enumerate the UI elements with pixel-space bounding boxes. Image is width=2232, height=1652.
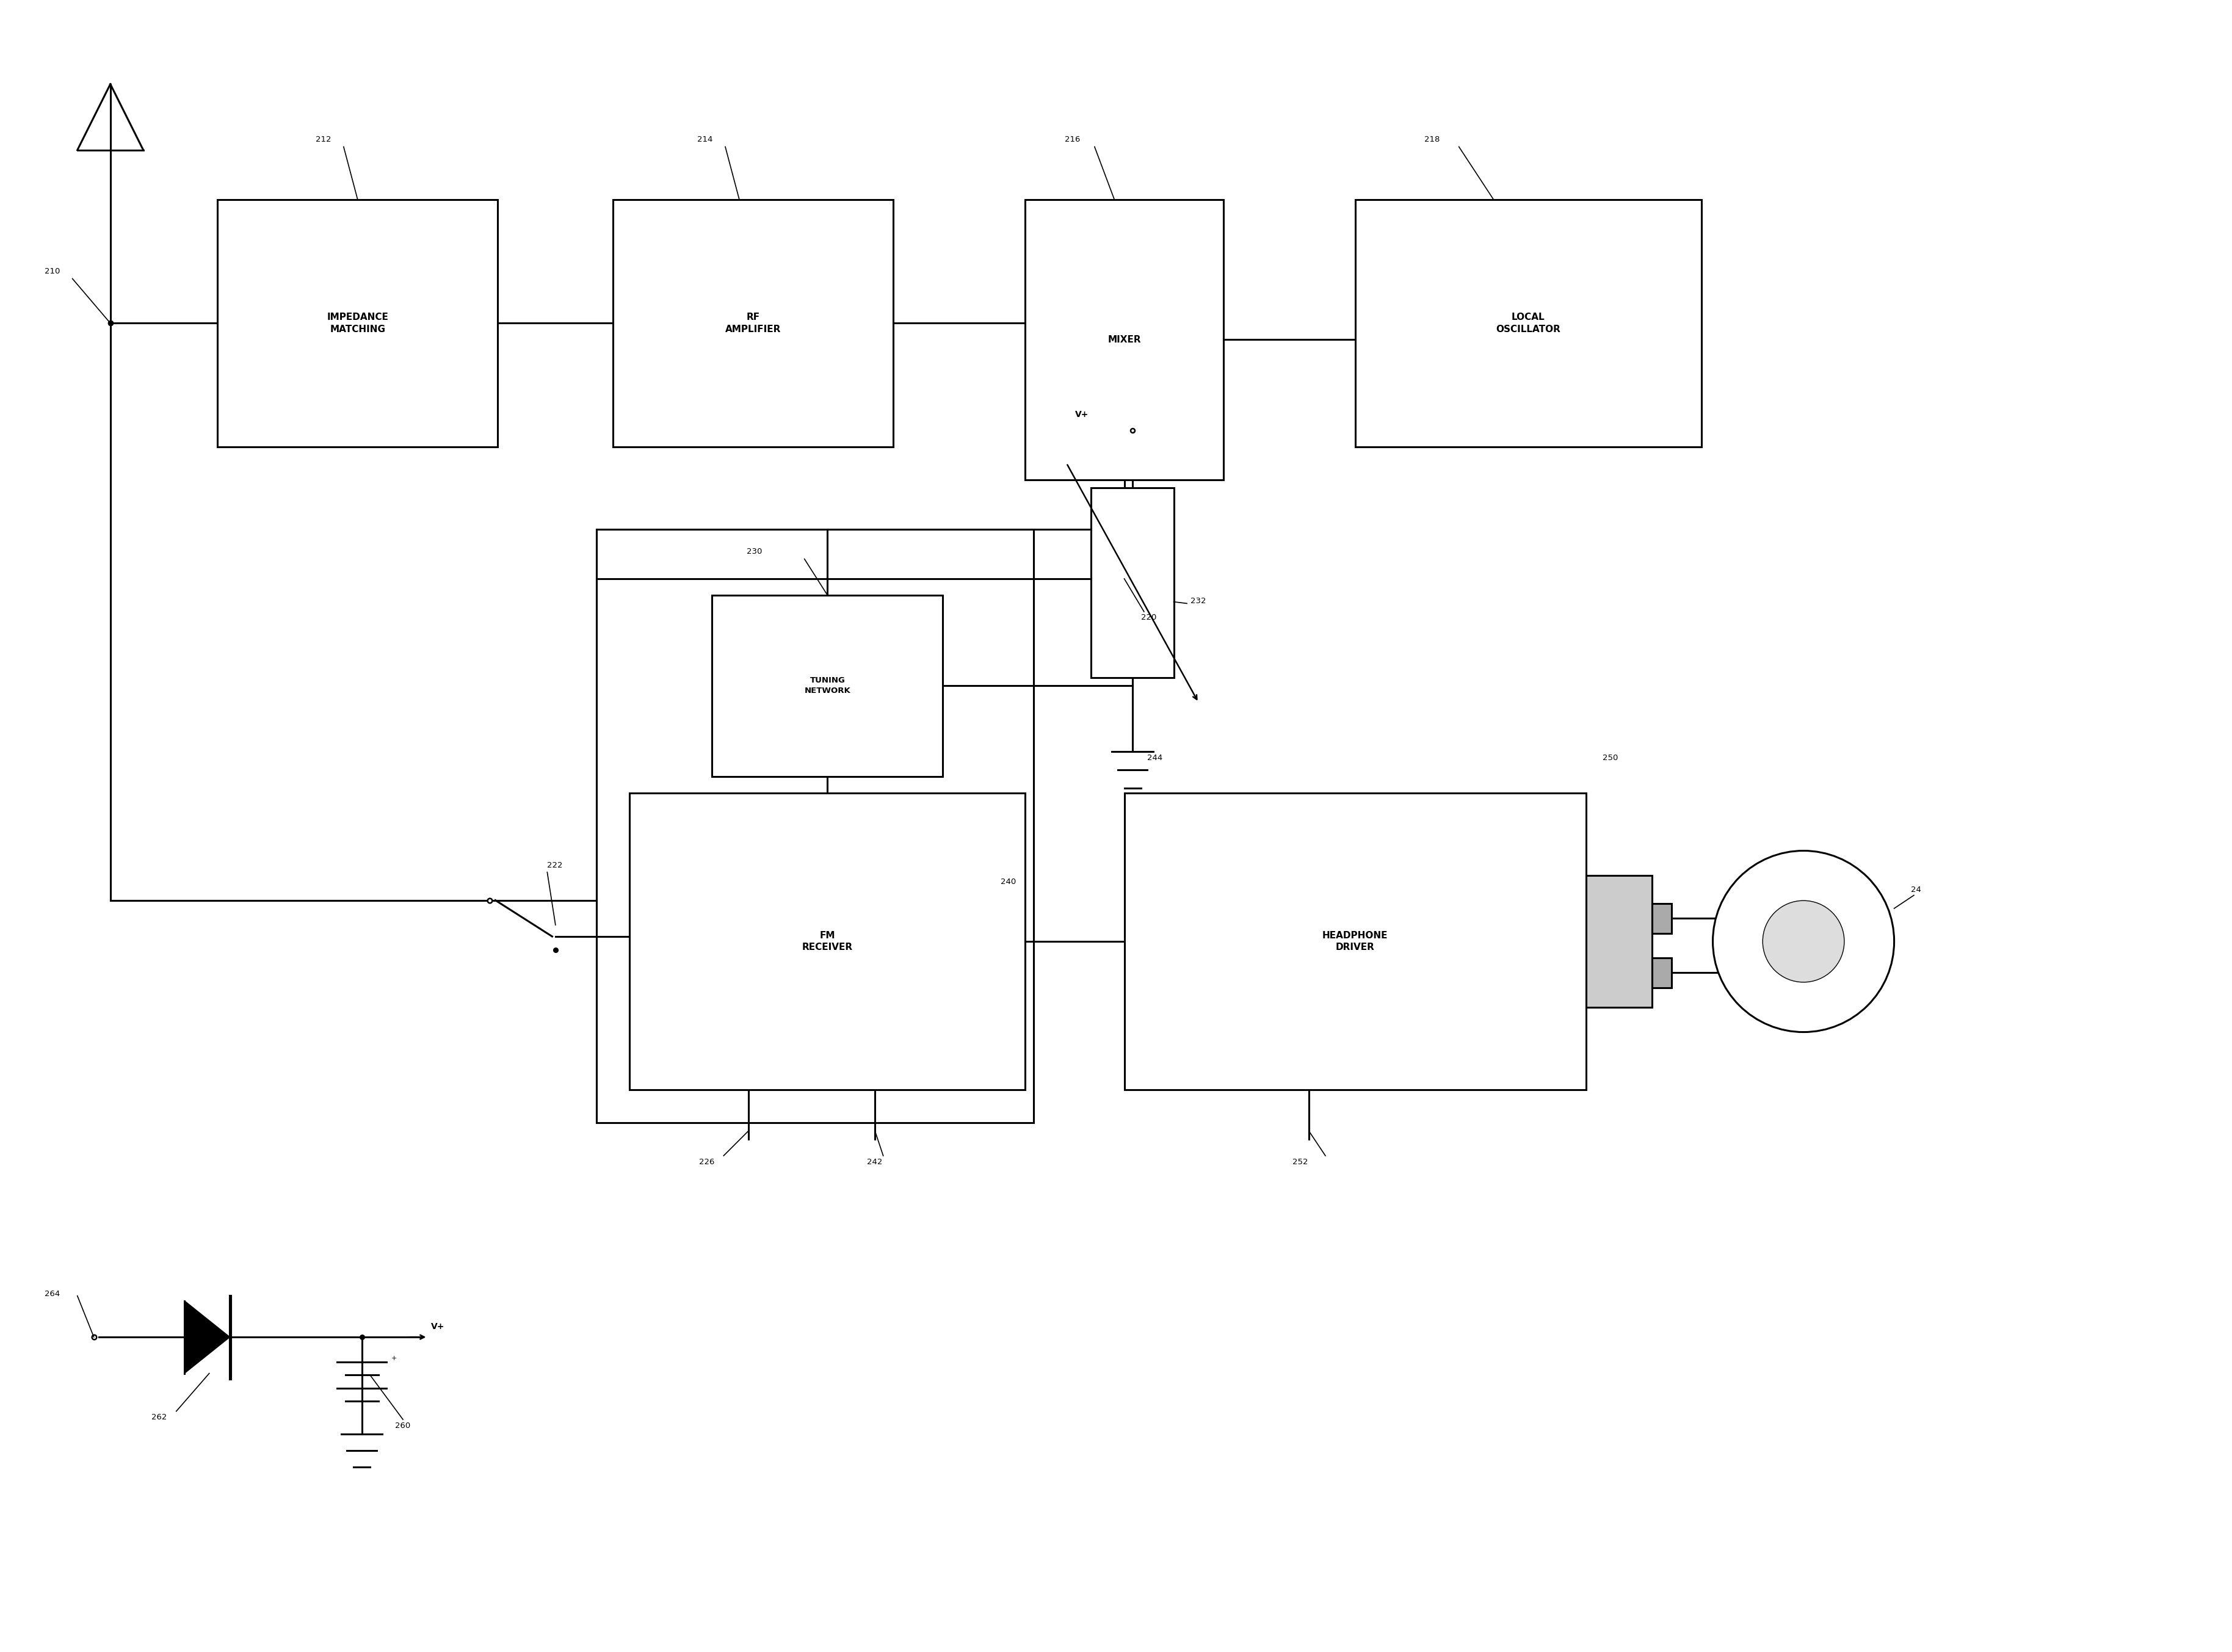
Text: FM
RECEIVER: FM RECEIVER <box>801 930 853 952</box>
Text: RF
AMPLIFIER: RF AMPLIFIER <box>725 312 781 334</box>
Bar <box>614 200 893 446</box>
Text: 216: 216 <box>1065 135 1080 144</box>
Text: 226: 226 <box>699 1158 714 1166</box>
Text: TUNING
NETWORK: TUNING NETWORK <box>804 677 850 695</box>
Text: 212: 212 <box>315 135 330 144</box>
Text: 220: 220 <box>1141 615 1156 621</box>
Text: 262: 262 <box>152 1414 167 1421</box>
Text: +: + <box>391 1355 397 1361</box>
Bar <box>596 529 1033 1123</box>
Bar <box>629 793 1024 1090</box>
Bar <box>1355 200 1701 446</box>
Text: V+: V+ <box>1076 410 1089 420</box>
Bar <box>217 200 498 446</box>
Text: 264: 264 <box>45 1290 60 1298</box>
Circle shape <box>1763 900 1844 983</box>
Bar <box>1091 487 1174 677</box>
Text: V+: V+ <box>431 1322 444 1330</box>
Text: 230: 230 <box>748 548 761 555</box>
Text: 252: 252 <box>1292 1158 1308 1166</box>
Text: 210: 210 <box>45 268 60 276</box>
Text: IMPEDANCE
MATCHING: IMPEDANCE MATCHING <box>326 312 388 334</box>
Text: 242: 242 <box>866 1158 882 1166</box>
Text: 240: 240 <box>1000 877 1016 885</box>
Bar <box>1652 904 1672 933</box>
Text: 232: 232 <box>1190 598 1205 605</box>
Text: 250: 250 <box>1603 753 1618 762</box>
Bar <box>712 595 942 776</box>
Circle shape <box>1712 851 1895 1032</box>
Bar <box>1652 958 1672 988</box>
Text: HEADPHONE
DRIVER: HEADPHONE DRIVER <box>1321 930 1388 952</box>
Text: LOCAL
OSCILLATOR: LOCAL OSCILLATOR <box>1495 312 1560 334</box>
Bar <box>1125 793 1587 1090</box>
Text: 24: 24 <box>1911 885 1922 894</box>
Bar <box>1587 876 1652 1008</box>
Text: 218: 218 <box>1424 135 1440 144</box>
Text: 222: 222 <box>547 861 562 869</box>
Bar <box>1024 200 1223 479</box>
Text: 244: 244 <box>1147 753 1163 762</box>
Text: 214: 214 <box>696 135 712 144</box>
Text: 260: 260 <box>395 1422 411 1429</box>
Text: MIXER: MIXER <box>1107 335 1141 344</box>
Polygon shape <box>185 1300 230 1373</box>
